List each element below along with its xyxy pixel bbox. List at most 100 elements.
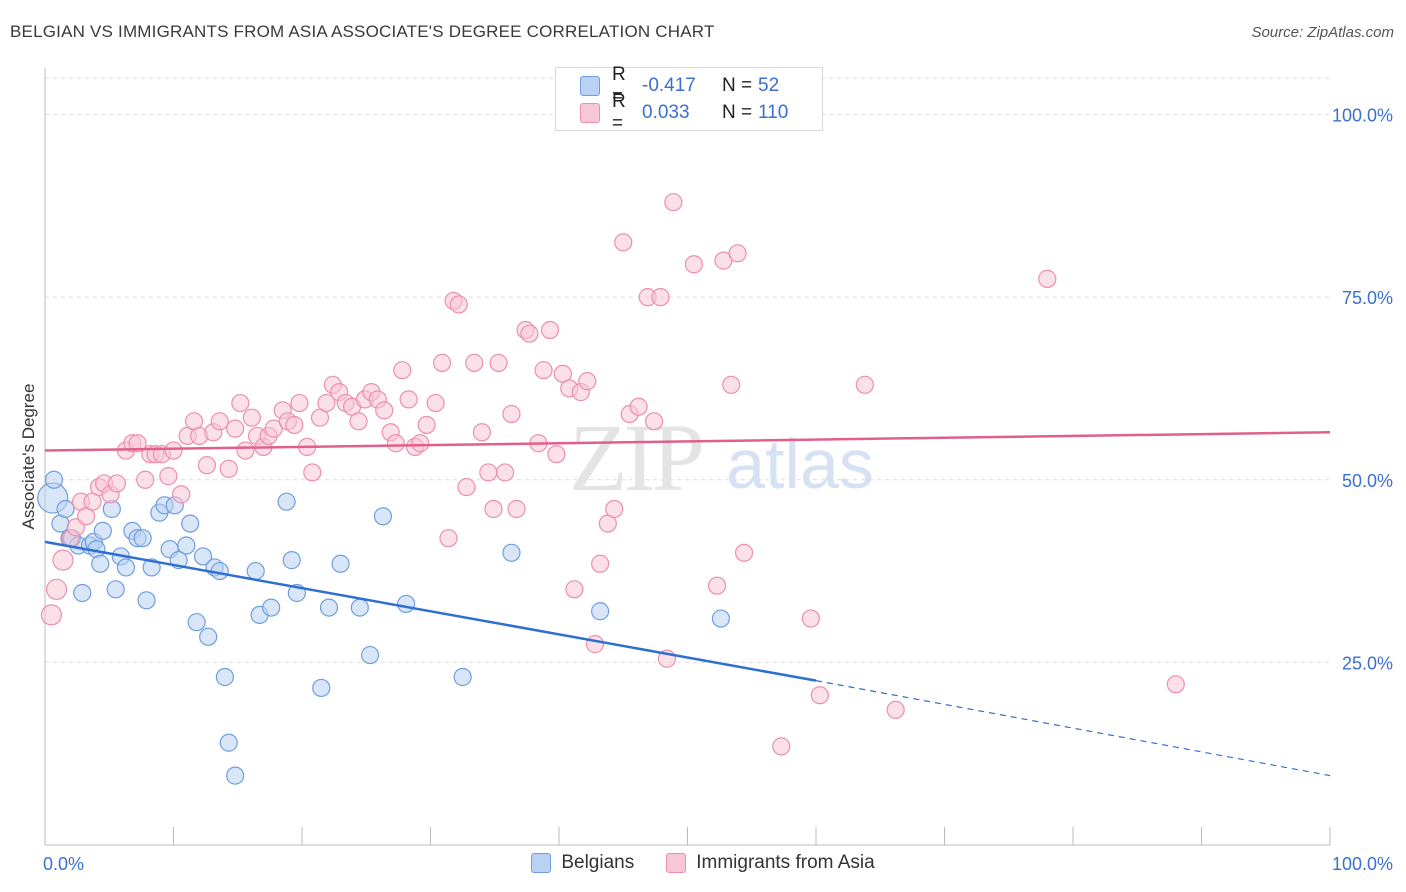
asia-point: [172, 485, 191, 504]
asia-point: [472, 423, 491, 442]
belgians-point: [262, 598, 281, 617]
asia-point: [489, 353, 508, 372]
asia-point: [651, 288, 670, 307]
asia-point: [164, 441, 183, 460]
belgians-point: [502, 543, 521, 562]
stats-legend-row-asia: R = 0.033 N = 110: [580, 91, 788, 134]
asia-point: [772, 737, 791, 756]
y-tick-label: 75.0%: [1342, 288, 1393, 308]
asia-trend-line: [44, 431, 1331, 452]
asia-point: [664, 193, 683, 212]
belgians-point: [711, 609, 731, 628]
belgians-point: [282, 551, 301, 570]
belgians-point: [396, 594, 416, 614]
belgians-point: [361, 645, 380, 665]
belgians-point: [116, 558, 136, 577]
belgians-point: [199, 627, 218, 646]
belgians-point: [56, 499, 75, 519]
asia-point: [1166, 675, 1185, 694]
asia-point: [432, 353, 452, 372]
stats-legend-row-belgians: R = -0.417 N = 52: [580, 64, 780, 107]
source-credit: Source: ZipAtlas.com: [1251, 24, 1394, 41]
asia-point: [534, 361, 553, 380]
belgians-point: [142, 558, 161, 577]
asia-point: [40, 604, 63, 626]
asia-swatch: [580, 103, 600, 123]
belgians-point: [44, 470, 64, 489]
asia-point: [197, 456, 217, 475]
belgians-point: [137, 591, 156, 610]
asia-point: [231, 393, 250, 413]
belgians-trend-line: [44, 540, 817, 682]
asia-point: [393, 361, 412, 380]
belgians-point: [91, 554, 110, 573]
asia-point: [855, 375, 874, 394]
belgians-point: [277, 492, 296, 511]
belgians-point: [93, 521, 112, 540]
chart-title: BELGIAN VS IMMIGRANTS FROM ASIA ASSOCIAT…: [10, 22, 715, 41]
belgians-point: [106, 580, 125, 599]
asia-point: [285, 415, 304, 435]
belgians-point: [181, 514, 200, 533]
asia-point: [707, 576, 727, 595]
n-value: 52: [758, 75, 780, 96]
asia-point: [810, 686, 829, 705]
asia-point: [303, 463, 322, 482]
asia-point: [426, 393, 445, 413]
n-label: N =: [722, 102, 753, 123]
asia-point: [107, 474, 127, 493]
belgians-point: [177, 536, 196, 555]
asia-point: [159, 467, 178, 486]
belgians-swatch: [580, 76, 600, 96]
asia-point: [484, 499, 503, 519]
asia-point: [591, 554, 610, 573]
asia-point: [1038, 269, 1057, 288]
belgians-point: [453, 667, 472, 687]
asia-point: [684, 255, 704, 274]
asia-point: [386, 434, 405, 453]
belgians-legend-swatch: [531, 853, 552, 873]
belgians-trend-extension: [815, 680, 1331, 777]
x-tick-label-min: 0.0%: [43, 854, 84, 874]
asia-point: [495, 463, 515, 482]
belgians-point: [215, 667, 234, 687]
asia-point: [136, 470, 155, 489]
asia-point: [479, 463, 498, 482]
asia-point: [219, 459, 238, 478]
r-label: R =: [612, 91, 626, 134]
asia-point: [629, 397, 648, 416]
asia-point: [439, 529, 458, 548]
x-tick-label-max: 100.0%: [1332, 854, 1393, 874]
legend-item-belgians[interactable]: Belgians: [531, 852, 634, 874]
asia-point: [417, 415, 436, 435]
n-label: N =: [722, 75, 753, 96]
asia-point: [290, 393, 309, 413]
asia-point: [605, 499, 624, 519]
y-tick-label: 100.0%: [1332, 106, 1393, 126]
belgians-point: [319, 598, 339, 617]
asia-point: [242, 408, 261, 427]
asia-point: [722, 375, 741, 394]
belgians-point: [73, 583, 92, 603]
asia-point: [349, 412, 368, 431]
r-value: 0.033: [642, 102, 690, 123]
asia-point: [520, 324, 539, 343]
asia-point: [578, 372, 597, 391]
asia-point: [502, 404, 521, 424]
asia-point: [644, 412, 664, 431]
asia-point: [226, 419, 245, 438]
asia-point: [734, 543, 754, 562]
stats-legend: R = -0.417 N = 52 R = 0.033 N = 110: [555, 64, 823, 134]
asia-point: [728, 244, 747, 263]
legend-item-asia[interactable]: Immigrants from Asia: [666, 852, 875, 874]
belgians-point: [133, 529, 152, 548]
asia-point: [465, 353, 484, 372]
r-value: -0.417: [642, 75, 696, 96]
asia-point: [45, 578, 68, 600]
asia-point: [547, 445, 566, 464]
belgians-point: [373, 507, 393, 526]
asia-point: [886, 700, 905, 719]
asia-point: [411, 434, 430, 453]
asia-point: [236, 441, 255, 460]
